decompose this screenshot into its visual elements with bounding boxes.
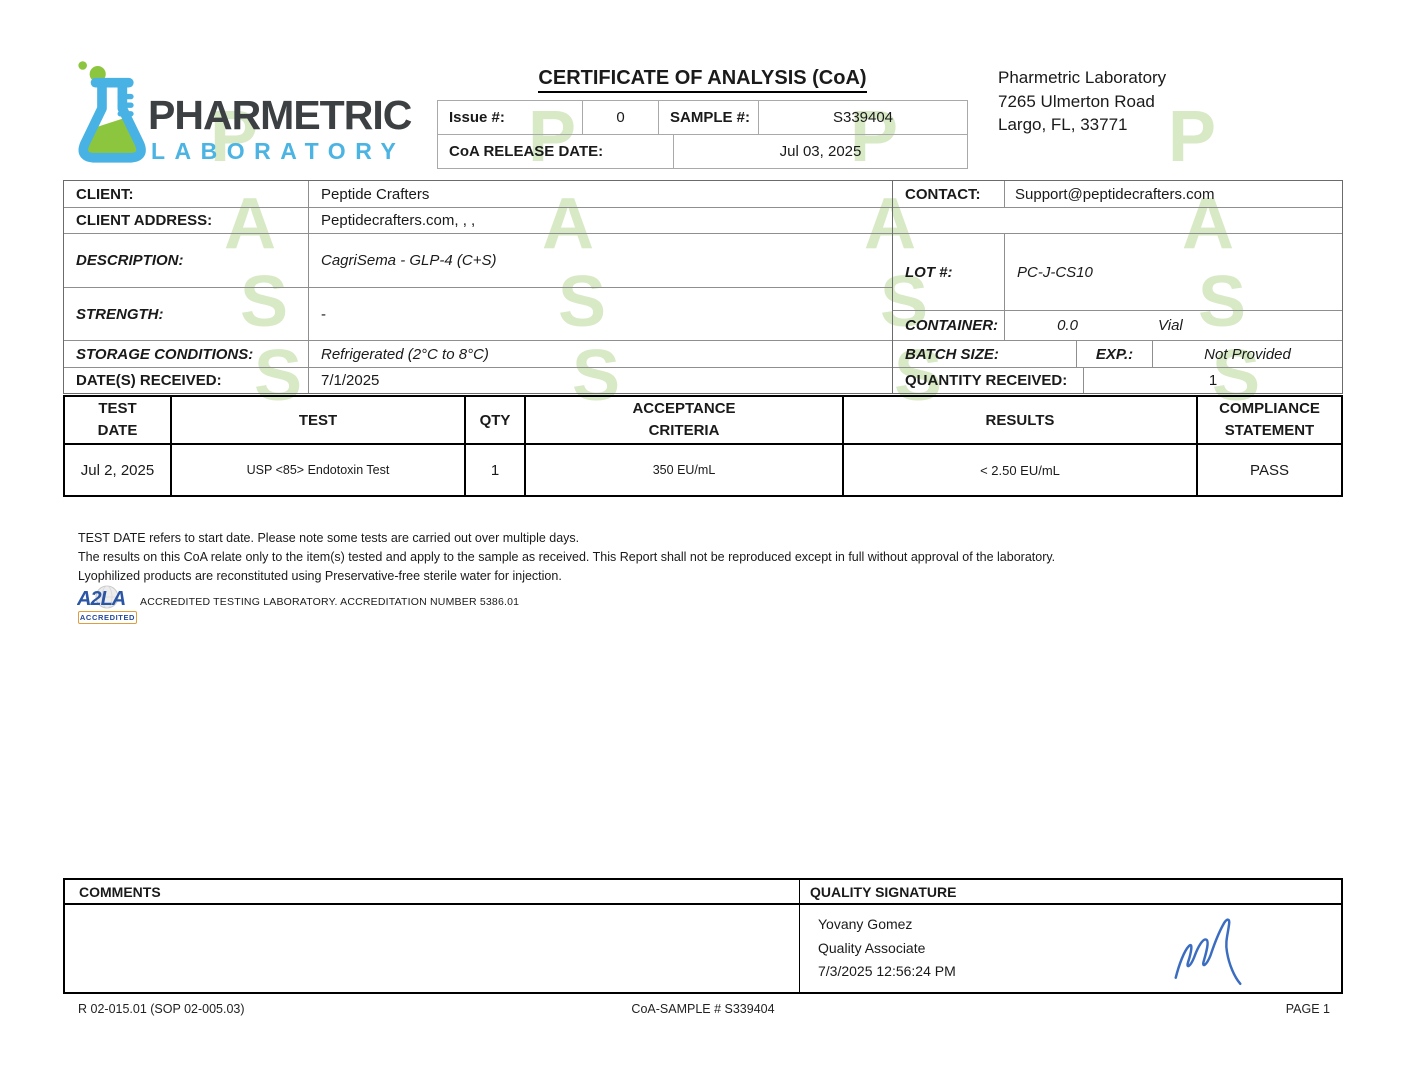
footer-document-number: R 02-015.01 (SOP 02-005.03) (78, 1002, 245, 1016)
test-row-qty: 1 (466, 445, 526, 495)
container-unit: Vial (1158, 317, 1183, 334)
lab-flask-logo (58, 58, 176, 181)
dates-received-value: 7/1/2025 (321, 372, 380, 389)
exp-label: EXP.: (1077, 341, 1153, 367)
footer-sample-reference: CoA-SAMPLE # S339404 (631, 1002, 775, 1016)
comments-signature-table: COMMENTS QUALITY SIGNATURE Yovany Gomez … (63, 878, 1343, 994)
signer-role: Quality Associate (818, 939, 926, 956)
col-header-compliance-statement: COMPLIANCE STATEMENT (1198, 397, 1341, 445)
test-row-name: USP <85> Endotoxin Test (172, 445, 466, 495)
issue-number-label: Issue #: (438, 101, 583, 134)
watermark-letter: P (1168, 97, 1217, 177)
test-results-table: TEST DATE TEST QTY ACCEPTANCE CRITERIA R… (63, 395, 1343, 497)
signature-datetime: 7/3/2025 12:56:24 PM (818, 963, 956, 979)
issue-number-value: 0 (583, 101, 659, 134)
footnote-line: Lyophilized products are reconstituted u… (78, 569, 562, 583)
test-row-result: < 2.50 EU/mL (844, 445, 1198, 495)
client-address-label: CLIENT ADDRESS: (64, 208, 309, 234)
col-header-qty: QTY (466, 397, 526, 445)
lab-address: Pharmetric Laboratory 7265 Ulmerton Road… (998, 66, 1166, 137)
accreditation-statement: ACCREDITED TESTING LABORATORY. ACCREDITA… (140, 596, 520, 608)
handwritten-signature (1174, 918, 1242, 986)
contact-label: CONTACT: (893, 181, 1005, 207)
comments-body (65, 905, 800, 992)
watermark-letter: S (254, 336, 303, 416)
lot-number-value: PC-J-CS10 (1017, 263, 1093, 281)
svg-text:A2LA: A2LA (77, 588, 125, 610)
strength-value: - (309, 288, 892, 341)
test-row-acceptance: 350 EU/mL (526, 445, 844, 495)
storage-conditions-label: STORAGE CONDITIONS: (64, 341, 309, 368)
lab-address-line: Pharmetric Laboratory (998, 68, 1167, 87)
page-title: CERTIFICATE OF ANALYSIS (CoA) (437, 67, 968, 93)
footnotes: TEST DATE refers to start date. Please n… (78, 529, 1198, 586)
comments-header: COMMENTS (65, 880, 800, 903)
release-date-label: CoA RELEASE DATE: (438, 135, 674, 168)
watermark-letter: S (558, 262, 607, 342)
watermark-letter: S (1212, 336, 1261, 416)
sample-number-label: SAMPLE #: (659, 101, 759, 134)
watermark-letter: S (880, 262, 929, 342)
lab-address-line: 7265 Ulmerton Road (998, 91, 1155, 111)
batch-size-label: BATCH SIZE: (893, 341, 1077, 367)
brand-name: PHARMETRIC (148, 92, 412, 138)
lab-address-line: Largo, FL, 33771 (998, 115, 1128, 134)
col-header-acceptance-criteria: ACCEPTANCE CRITERIA (526, 397, 844, 445)
brand-subtitle: LABORATORY (151, 138, 406, 164)
signer-name: Yovany Gomez (818, 916, 913, 932)
accredited-badge: ACCREDITED (78, 611, 137, 624)
quantity-received-label: QUANTITY RECEIVED: (893, 368, 1084, 393)
spacer-row (893, 208, 1342, 234)
client-value: Peptide Crafters (309, 181, 892, 208)
watermark-letter: S (240, 262, 289, 342)
col-header-test: TEST (172, 397, 466, 445)
watermark-letter: S (894, 336, 943, 416)
flask-icon (78, 61, 146, 163)
description-label: DESCRIPTION: (64, 234, 309, 288)
storage-conditions-value: Refrigerated (2°C to 8°C) (309, 341, 892, 368)
quality-signature-header: QUALITY SIGNATURE (810, 883, 957, 900)
quality-signature-body: Yovany Gomez Quality Associate 7/3/2025 … (800, 905, 1341, 992)
a2la-logo-icon: A2LA (76, 585, 135, 615)
description-value: CagriSema - GLP-4 (C+S) (309, 234, 892, 288)
watermark-letter: P (210, 97, 259, 177)
dates-received-label: DATE(S) RECEIVED: (64, 368, 309, 393)
exp-value: Not Provided (1204, 345, 1291, 363)
issue-sample-table: Issue #: 0 SAMPLE #: S339404 CoA RELEASE… (437, 100, 968, 169)
watermark-letter: S (1198, 262, 1247, 342)
watermark-letter: P (528, 97, 577, 177)
test-row-date: Jul 2, 2025 (65, 445, 172, 495)
col-header-test-date: TEST DATE (65, 397, 172, 445)
release-date-value: Jul 03, 2025 (779, 143, 862, 160)
watermark-letter: A (224, 184, 276, 264)
contact-value: Support@peptidecrafters.com (1015, 185, 1215, 203)
watermark-letter: P (850, 97, 899, 177)
watermark-letter: A (1182, 184, 1234, 264)
strength-label: STRENGTH: (64, 288, 309, 341)
quantity-received-value: 1 (1208, 372, 1218, 389)
page-title-text: CERTIFICATE OF ANALYSIS (CoA) (538, 67, 867, 93)
sample-number-value: S339404 (832, 109, 894, 126)
footer-page-number: PAGE 1 (1285, 1002, 1330, 1016)
footnote-line: TEST DATE refers to start date. Please n… (78, 531, 580, 545)
lot-number-label: LOT #: (893, 234, 1005, 310)
sample-info-table: CONTACT: Support@peptidecrafters.com LOT… (892, 180, 1343, 394)
client-info-table: CLIENT: Peptide Crafters CLIENT ADDRESS:… (63, 180, 893, 394)
watermark-letter: A (864, 184, 916, 264)
client-address-value: Peptidecrafters.com, , , (309, 208, 892, 234)
watermark-letter: S (572, 336, 621, 416)
client-label: CLIENT: (64, 181, 309, 208)
footnote-line: The results on this CoA relate only to t… (78, 550, 1056, 564)
watermark-letter: A (542, 184, 594, 264)
col-header-results: RESULTS (844, 397, 1198, 445)
container-count: 0.0 (1057, 317, 1078, 334)
test-row-compliance: PASS (1250, 461, 1289, 479)
container-label: CONTAINER: (893, 311, 1005, 340)
